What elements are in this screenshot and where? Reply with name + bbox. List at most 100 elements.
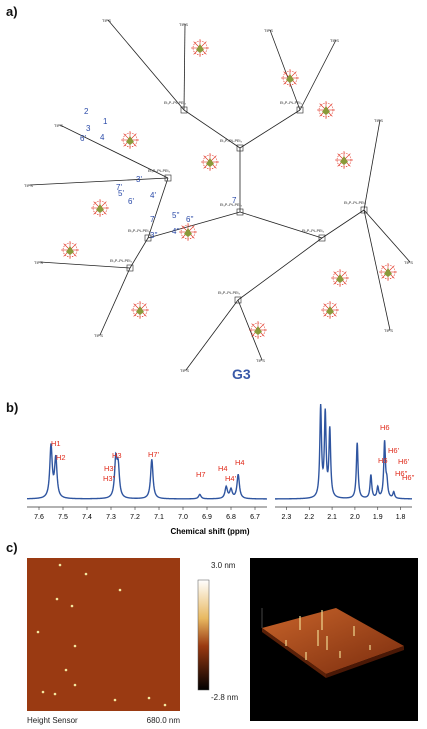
nmr-axis: 7.6 7.5 7.4 7.3 7.2 7.1 7.0 6.9 6.8 6.7 2.3 2.2 2.1 2… xyxy=(27,506,412,521)
atom-number: 7' xyxy=(116,183,122,192)
pet-label: Et₃P–Pt–PEt₃ xyxy=(344,201,366,205)
afm-scale-max: 3.0 nm xyxy=(211,561,236,570)
tips-label: TIPS xyxy=(384,328,393,333)
pet-label: Et₃P–Pt–PEt₃ xyxy=(280,101,302,105)
dendrimer-labels: Et₃P–Pt–PEt₃ Et₃P–Pt–PEt₃ Et₃P–Pt–PEt₃ Et₃P… xyxy=(24,18,413,373)
nmr-tick-label: 6.9 xyxy=(202,514,212,521)
pet-label: Et₃P–Pt–PEt₃ xyxy=(148,169,170,173)
nmr-spectrum: 7.6 7.5 7.4 7.3 7.2 7.1 7.0 6.9 6.8 6.7 2.3 2.2 2.1 2… xyxy=(26,404,415,536)
nmr-peak-label: H4 xyxy=(218,464,228,473)
pendant-cluster xyxy=(121,131,139,149)
afm-height-image xyxy=(27,558,180,711)
tips-label: TIPS xyxy=(94,333,103,338)
tips-label: TIPS xyxy=(179,22,188,27)
tips-label: TIPS xyxy=(54,123,63,128)
afm-color-scale xyxy=(197,579,210,691)
atom-number: 5' xyxy=(118,189,124,198)
nmr-tick-label: 2.3 xyxy=(282,514,292,521)
atom-number: 2 xyxy=(84,107,89,116)
nmr-tick-label: 7.2 xyxy=(130,514,140,521)
nmr-tick-label: 2.0 xyxy=(350,514,360,521)
nmr-peak-label: H2 xyxy=(56,453,66,462)
atom-number: 5'' xyxy=(172,211,180,220)
tips-label: TIPS xyxy=(330,38,339,43)
atom-number: 1 xyxy=(103,117,108,126)
tips-label: TIPS xyxy=(374,118,383,123)
panel-label-a: a) xyxy=(6,4,18,19)
pendant-cluster xyxy=(61,241,79,259)
nmr-peak-label: H6 xyxy=(380,423,390,432)
tips-label: TIPS xyxy=(24,183,33,188)
pet-label: Et₃P–Pt–PEt₃ xyxy=(164,101,186,105)
nmr-peak-label: H7 xyxy=(196,470,206,479)
atom-number: 6' xyxy=(80,134,86,143)
pendant-cluster xyxy=(131,301,149,319)
pendant-cluster xyxy=(201,153,219,171)
pet-label: Et₃P–Pt–PEt₃ xyxy=(128,229,150,233)
atom-number: 7' xyxy=(150,215,156,224)
nmr-peak-label: H4 xyxy=(235,458,245,467)
panel-label-b: b) xyxy=(6,400,19,415)
pendant-cluster xyxy=(379,263,397,281)
afm-scale-min: -2.8 nm xyxy=(211,693,238,702)
pet-label: Et₃P–Pt–PEt₃ xyxy=(218,291,240,295)
nmr-tick-label: 7.3 xyxy=(106,514,116,521)
atom-number: 3 xyxy=(86,124,91,133)
pet-label: Et₃P–Pt–PEt₃ xyxy=(220,203,242,207)
nmr-peak-label: H6' xyxy=(398,457,410,466)
nmr-peak-label: H3'' xyxy=(103,474,116,483)
nmr-tick-label: 7.4 xyxy=(82,514,92,521)
nmr-tick-label: 7.6 xyxy=(34,514,44,521)
tips-label: TIPS xyxy=(34,260,43,265)
nmr-peak-label: H3' xyxy=(104,464,116,473)
atom-number: 4' xyxy=(150,191,156,200)
pendant-cluster xyxy=(331,269,349,287)
pendant-cluster xyxy=(191,39,209,57)
pendant-cluster xyxy=(335,151,353,169)
pendant-cluster xyxy=(179,223,197,241)
dendrimer-bonds xyxy=(29,19,411,371)
nmr-tick-label: 2.2 xyxy=(304,514,314,521)
nmr-tick-label: 1.8 xyxy=(396,514,406,521)
nmr-tick-label: 6.8 xyxy=(226,514,236,521)
tips-label: TIPS xyxy=(264,28,273,33)
nmr-peak-label: H6 xyxy=(378,456,388,465)
nmr-series-aliphatic xyxy=(275,404,412,500)
dendrimer-structure: Et₃P–Pt–PEt₃ Et₃P–Pt–PEt₃ Et₃P–Pt–PEt₃ Et₃P… xyxy=(24,18,413,382)
tips-label: TIPS xyxy=(180,368,189,373)
tips-label: TIPS xyxy=(102,18,111,23)
nmr-peak-label: H6'' xyxy=(402,473,415,482)
nmr-xlabel: Chemical shift (ppm) xyxy=(170,527,249,536)
nmr-series-aromatic xyxy=(26,443,267,500)
afm-3d-surface xyxy=(262,608,404,674)
nmr-peak-label: H1 xyxy=(51,439,61,448)
atom-number: 3' xyxy=(136,175,142,184)
dendrimer-nodes xyxy=(61,39,397,339)
pendant-cluster xyxy=(249,321,267,339)
nmr-peak-label: H3 xyxy=(112,451,122,460)
nmr-tick-label: 2.1 xyxy=(327,514,337,521)
afm-3d-spikes xyxy=(285,610,371,660)
pet-label: Et₃P–Pt–PEt₃ xyxy=(220,139,242,143)
afm-panel: Height Sensor 680.0 nm 3.0 nm -2.8 nm xyxy=(27,558,418,725)
nmr-peak-label: H4' xyxy=(225,474,237,483)
tips-label: TIPS xyxy=(256,358,265,363)
atom-number: 4'' xyxy=(172,227,180,236)
pendant-cluster xyxy=(91,199,109,217)
pendant-cluster xyxy=(281,69,299,87)
nmr-tick-label: 6.7 xyxy=(250,514,260,521)
afm-caption-right: 680.0 nm xyxy=(147,716,181,725)
panel-label-c: c) xyxy=(6,540,18,555)
nmr-tick-label: 7.0 xyxy=(178,514,188,521)
atom-number: 4 xyxy=(100,133,105,142)
atom-number: 6' xyxy=(128,197,134,206)
afm-caption-left: Height Sensor xyxy=(27,716,78,725)
pendant-cluster xyxy=(321,301,339,319)
nmr-peak-label: H6' xyxy=(388,446,400,455)
nmr-tick-label: 7.1 xyxy=(154,514,164,521)
pet-label: Et₃P–Pt–PEt₃ xyxy=(110,259,132,263)
atom-number: 6'' xyxy=(186,215,194,224)
atom-number: 7 xyxy=(232,196,237,205)
tips-label: TIPS xyxy=(404,260,413,265)
